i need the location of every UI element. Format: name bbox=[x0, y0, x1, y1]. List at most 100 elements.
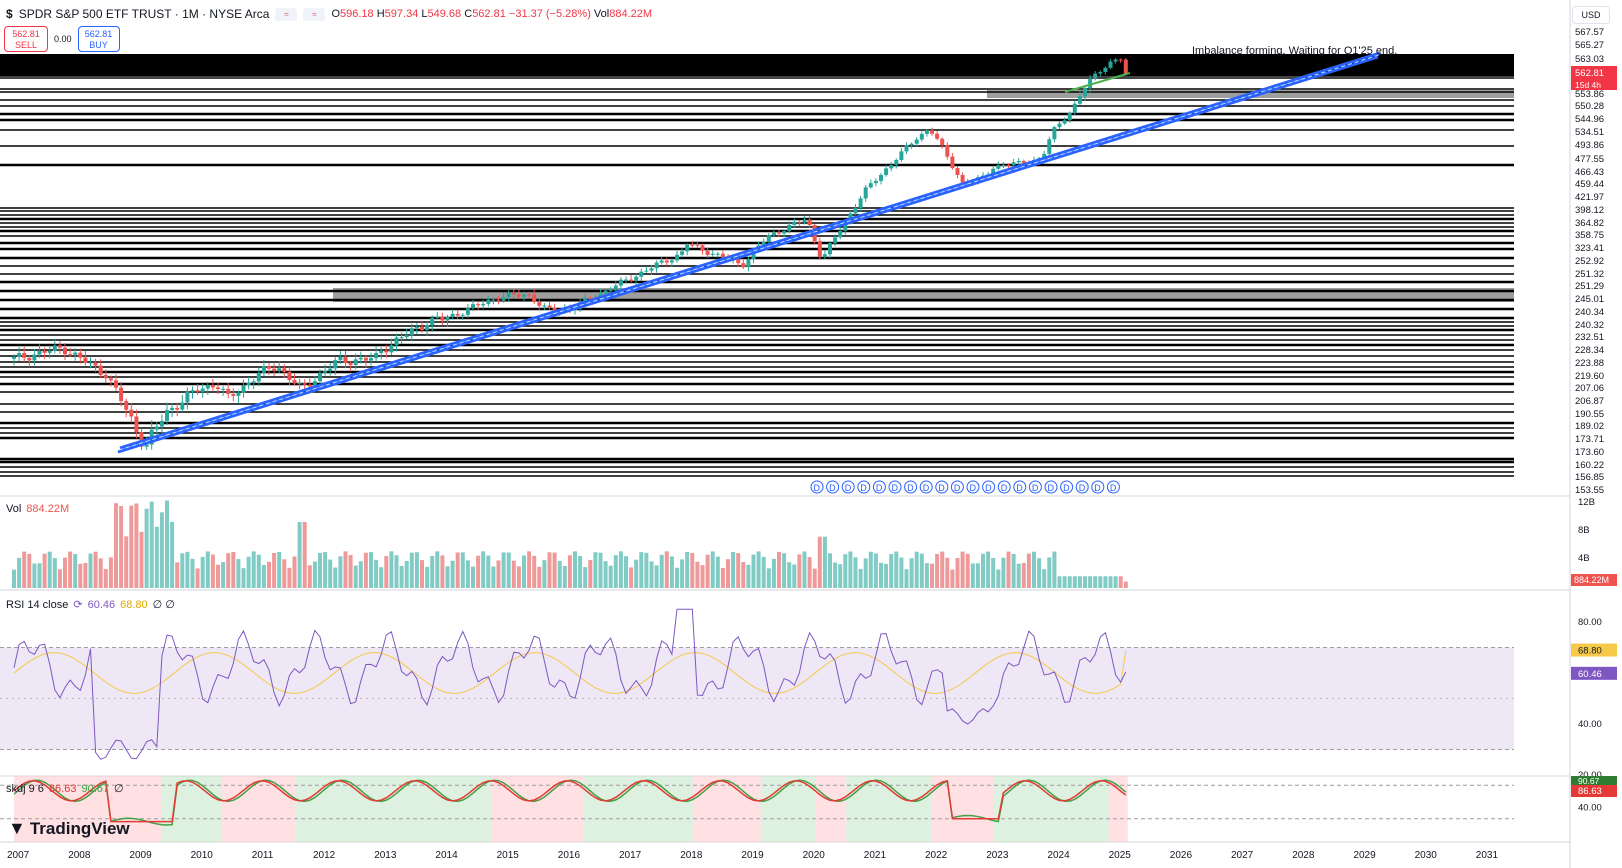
skdj-d-box bbox=[1571, 776, 1617, 785]
candle-body bbox=[634, 276, 639, 281]
volume-bar bbox=[98, 558, 103, 588]
price-tick: 232.51 bbox=[1575, 332, 1604, 343]
candle-body bbox=[430, 317, 435, 326]
volume-bar bbox=[1098, 576, 1103, 588]
candle-body bbox=[802, 219, 807, 223]
candle-body bbox=[899, 151, 904, 160]
volume-bar bbox=[578, 556, 583, 588]
volume-bar bbox=[12, 569, 16, 588]
dividend-label: D bbox=[1079, 483, 1086, 493]
sell-button[interactable]: 562.81 SELL bbox=[4, 26, 48, 52]
candle-body bbox=[205, 385, 210, 389]
volume-bar bbox=[103, 569, 108, 588]
price-tick: 189.02 bbox=[1575, 421, 1604, 432]
skdj-legend[interactable]: skdj 9 6 86.63 90.67 ∅ bbox=[6, 782, 124, 796]
volume-bar bbox=[1108, 576, 1113, 588]
buy-button[interactable]: 562.81 BUY bbox=[77, 26, 120, 52]
candle-body bbox=[404, 335, 409, 338]
time-tick: 2012 bbox=[313, 850, 336, 861]
time-axis[interactable]: 2007 2008 2009 2010 2011 2012 2013 2014 2015 2016… bbox=[7, 850, 1498, 861]
candle-body bbox=[930, 130, 934, 134]
time-tick: 2007 bbox=[7, 850, 30, 861]
price-tick: 240.34 bbox=[1575, 307, 1604, 318]
candle-body bbox=[399, 337, 404, 339]
volume-bar bbox=[129, 505, 134, 588]
candle-body bbox=[338, 356, 343, 361]
rsi-legend[interactable]: RSI 14 close ⟳ 60.46 68.80 ∅ ∅ bbox=[6, 598, 175, 612]
volume-bar bbox=[455, 552, 460, 588]
volume-bar bbox=[404, 560, 409, 588]
time-tick: 2027 bbox=[1231, 850, 1254, 861]
volume-bar bbox=[139, 531, 144, 588]
approx-icon[interactable]: ≈ bbox=[303, 7, 326, 21]
volume-legend[interactable]: Vol 884.22M bbox=[6, 503, 70, 515]
price-tick: 160.22 bbox=[1575, 460, 1604, 471]
candle-body bbox=[221, 388, 226, 390]
volume-bar bbox=[440, 555, 445, 588]
price-tick: 493.86 bbox=[1575, 140, 1604, 151]
volume-bar bbox=[312, 561, 317, 588]
skdj-k-box bbox=[1571, 785, 1617, 797]
price-tick: 251.29 bbox=[1575, 281, 1604, 292]
volume-bar bbox=[955, 557, 960, 588]
candle-body bbox=[154, 426, 159, 430]
tradingview-logo[interactable]: ▼ TradingView bbox=[8, 818, 130, 838]
volume-bar bbox=[1037, 558, 1042, 588]
trend-channel[interactable] bbox=[117, 51, 1381, 454]
candle-body bbox=[644, 270, 649, 272]
currency-selector[interactable]: USD bbox=[1572, 6, 1610, 24]
volume-bar bbox=[858, 568, 863, 588]
price-tick: 207.06 bbox=[1575, 383, 1604, 394]
candle-body bbox=[272, 368, 277, 371]
chart-annotation[interactable]: Imbalance forming. Waiting for Q1'25 end… bbox=[1192, 45, 1397, 57]
candle-body bbox=[863, 187, 868, 199]
volume-bar bbox=[1032, 551, 1036, 588]
symbol-title[interactable]: SPDR S&P 500 ETF TRUST · 1M · NYSE Arca bbox=[18, 7, 270, 21]
candle-body bbox=[532, 294, 537, 303]
volume-bar bbox=[695, 561, 700, 588]
volume-bar bbox=[654, 565, 659, 588]
volume-bar bbox=[843, 554, 848, 588]
candle-body bbox=[486, 299, 491, 304]
volume-bar bbox=[940, 551, 945, 588]
volume-bar bbox=[608, 565, 613, 588]
compare-icon[interactable]: ≈ bbox=[275, 7, 298, 21]
symbol-header[interactable]: $ SPDR S&P 500 ETF TRUST · 1M · NYSE Arc… bbox=[6, 7, 652, 21]
price-tick: 550.28 bbox=[1575, 101, 1604, 112]
volume-bar bbox=[1011, 553, 1016, 588]
skdj-zone bbox=[693, 776, 761, 842]
candle-body bbox=[822, 254, 827, 257]
volume-bar bbox=[1047, 557, 1052, 588]
supply-zone-edge bbox=[0, 76, 1514, 79]
dividend-label: D bbox=[907, 483, 914, 493]
candle-body bbox=[884, 168, 889, 175]
candle-body bbox=[312, 381, 317, 387]
volume-bar bbox=[629, 567, 634, 588]
candle-body bbox=[629, 279, 634, 281]
refresh-icon[interactable]: ⟳ bbox=[73, 599, 83, 611]
dividend-label: D bbox=[985, 483, 992, 493]
candle-body bbox=[777, 232, 781, 234]
volume-bar bbox=[700, 565, 705, 588]
candle-body bbox=[613, 285, 618, 291]
skdj-pane bbox=[0, 776, 1514, 842]
volume-bar bbox=[338, 556, 343, 588]
volume-bar bbox=[573, 551, 577, 588]
candle-body bbox=[1072, 103, 1077, 114]
volume-bar bbox=[613, 555, 618, 588]
volume-bar bbox=[144, 508, 149, 588]
volume-bar bbox=[797, 554, 802, 588]
volume-bar bbox=[639, 552, 644, 588]
skdj-zone bbox=[160, 776, 223, 842]
candle-body bbox=[889, 164, 894, 169]
candle-body bbox=[858, 198, 863, 208]
volume-bar bbox=[766, 568, 771, 588]
candle-body bbox=[251, 381, 256, 383]
candle-body bbox=[603, 290, 608, 294]
candle-body bbox=[1057, 123, 1062, 128]
volume-bar bbox=[532, 555, 537, 588]
time-tick: 2019 bbox=[741, 850, 764, 861]
